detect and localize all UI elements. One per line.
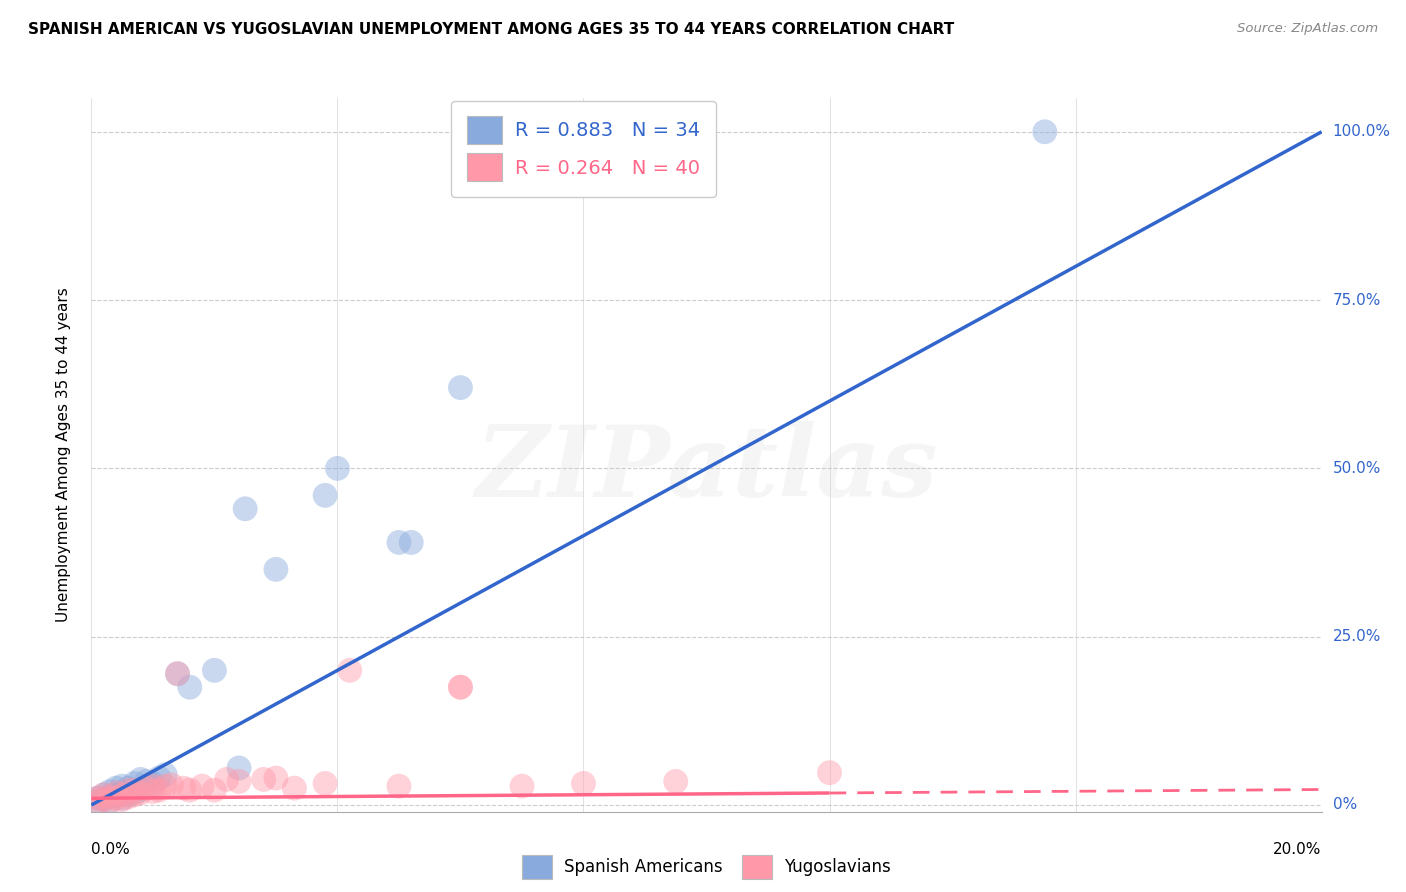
Point xyxy=(510,779,533,793)
Point xyxy=(818,765,841,780)
Point xyxy=(449,381,471,395)
Point xyxy=(124,783,146,797)
Y-axis label: Unemployment Among Ages 35 to 44 years: Unemployment Among Ages 35 to 44 years xyxy=(56,287,70,623)
Point xyxy=(105,786,127,800)
Point xyxy=(228,774,250,789)
Point xyxy=(153,767,177,781)
Point xyxy=(105,788,127,802)
Point xyxy=(160,778,183,792)
Point xyxy=(314,488,336,502)
Point xyxy=(326,461,349,475)
Point xyxy=(202,664,225,678)
Point xyxy=(449,680,471,694)
Point xyxy=(98,795,121,809)
Point xyxy=(111,779,134,793)
Point xyxy=(135,781,157,796)
Point xyxy=(142,779,165,793)
Point xyxy=(339,664,361,678)
Point xyxy=(93,788,115,802)
Point xyxy=(233,501,256,516)
Point xyxy=(117,789,139,804)
Point xyxy=(264,771,287,785)
Point xyxy=(142,776,165,790)
Point xyxy=(129,783,152,797)
Point xyxy=(148,783,170,797)
Point xyxy=(111,791,134,805)
Point xyxy=(166,666,188,681)
Point xyxy=(264,562,287,576)
Point xyxy=(93,788,115,802)
Point xyxy=(135,774,157,789)
Point xyxy=(117,783,139,797)
Point xyxy=(86,795,108,809)
Point xyxy=(111,792,134,806)
Point xyxy=(111,786,134,800)
Text: SPANISH AMERICAN VS YUGOSLAVIAN UNEMPLOYMENT AMONG AGES 35 TO 44 YEARS CORRELATI: SPANISH AMERICAN VS YUGOSLAVIAN UNEMPLOY… xyxy=(28,22,955,37)
Text: 50.0%: 50.0% xyxy=(1333,461,1381,476)
Text: 0%: 0% xyxy=(1333,797,1357,813)
Point xyxy=(98,795,121,809)
Point xyxy=(173,781,195,796)
Point xyxy=(129,786,152,800)
Point xyxy=(228,761,250,775)
Point xyxy=(399,535,422,549)
Point xyxy=(572,776,595,790)
Point xyxy=(449,680,471,694)
Point xyxy=(124,776,146,790)
Point xyxy=(1033,125,1056,139)
Text: 0.0%: 0.0% xyxy=(91,842,131,857)
Legend: Spanish Americans, Yugoslavians: Spanish Americans, Yugoslavians xyxy=(516,848,897,886)
Point xyxy=(314,776,336,790)
Point xyxy=(142,784,165,798)
Point xyxy=(93,792,115,806)
Point xyxy=(98,784,121,798)
Point xyxy=(202,783,225,797)
Point xyxy=(124,788,146,802)
Point xyxy=(283,781,305,796)
Text: 75.0%: 75.0% xyxy=(1333,293,1381,308)
Point xyxy=(86,795,108,809)
Point xyxy=(98,789,121,804)
Point xyxy=(191,779,214,793)
Point xyxy=(117,781,139,796)
Point xyxy=(105,791,127,805)
Point xyxy=(153,779,177,793)
Point xyxy=(129,772,152,787)
Point xyxy=(86,791,108,805)
Point xyxy=(148,771,170,785)
Point xyxy=(665,774,688,789)
Point xyxy=(93,792,115,806)
Point xyxy=(98,789,121,804)
Point xyxy=(179,680,201,694)
Text: 100.0%: 100.0% xyxy=(1333,124,1391,139)
Text: Source: ZipAtlas.com: Source: ZipAtlas.com xyxy=(1237,22,1378,36)
Point xyxy=(215,772,238,787)
Text: 20.0%: 20.0% xyxy=(1274,842,1322,857)
Point xyxy=(117,788,139,802)
Point xyxy=(388,535,411,549)
Point xyxy=(253,772,276,787)
Text: ZIPatlas: ZIPatlas xyxy=(475,421,938,517)
Point xyxy=(166,666,188,681)
Point xyxy=(179,783,201,797)
Point xyxy=(124,786,146,800)
Text: 25.0%: 25.0% xyxy=(1333,629,1381,644)
Point xyxy=(86,791,108,805)
Point xyxy=(105,781,127,796)
Point xyxy=(388,779,411,793)
Point xyxy=(111,788,134,802)
